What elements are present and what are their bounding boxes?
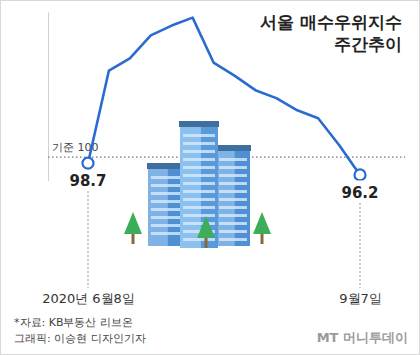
building-window <box>183 150 215 153</box>
tree-crown <box>197 216 215 238</box>
building-window <box>219 214 247 217</box>
building-body <box>180 126 218 248</box>
y-axis-line <box>48 13 49 182</box>
x-tick-line <box>360 203 361 288</box>
x-tick: 2020년 6월8일 <box>42 288 135 306</box>
point-marker <box>83 158 94 169</box>
building-roof <box>147 163 185 169</box>
building-window <box>219 174 247 177</box>
building-roof <box>215 145 251 151</box>
building-window <box>219 222 247 225</box>
building-window <box>183 158 215 161</box>
tree <box>124 212 142 244</box>
building-window <box>151 232 181 235</box>
building-window <box>183 190 215 193</box>
tree-crown <box>253 212 271 234</box>
building-window <box>183 174 215 177</box>
building-window <box>183 206 215 209</box>
x-tick: 9월7일 <box>339 288 382 306</box>
data-labels: 98.7 96.2 <box>69 172 378 202</box>
chart-svg: 서울 매수우위지수주간추이기준 10098.796.22020년 6월8일9월7… <box>0 0 420 355</box>
tree <box>197 216 215 248</box>
data-label: 98.7 <box>69 172 106 190</box>
building-body <box>148 168 184 246</box>
building-window <box>183 238 215 241</box>
building-window <box>219 238 247 241</box>
building-window <box>183 222 215 225</box>
building-window <box>151 184 181 187</box>
building-window <box>151 192 181 195</box>
building-window <box>219 206 247 209</box>
source: *자료: KB부동산 리브온 <box>14 316 133 329</box>
building-window <box>183 134 215 137</box>
plot-marks <box>83 18 366 181</box>
building-window <box>151 208 181 211</box>
building <box>179 121 219 248</box>
point-marker <box>355 169 366 180</box>
chart-root: 서울 매수우위지수주간추이기준 10098.796.22020년 6월8일9월7… <box>0 0 420 355</box>
building-window <box>151 216 181 219</box>
credit: 그래픽: 이승현 디자인기자 <box>14 332 146 345</box>
x-axis: 2020년 6월8일 9월7일 <box>42 288 382 306</box>
building-body <box>216 150 250 246</box>
building-roof <box>179 121 219 127</box>
watermark: MT 머니투데이 <box>317 330 408 345</box>
building <box>147 163 185 246</box>
building-window <box>183 142 215 145</box>
x-tick-label: 9월7일 <box>339 291 382 306</box>
tree-crown <box>124 212 142 234</box>
x-drop-lines <box>88 191 360 288</box>
building-window <box>219 190 247 193</box>
illustration <box>124 121 271 248</box>
building-window <box>151 176 181 179</box>
building-window <box>219 230 247 233</box>
building-window <box>183 182 215 185</box>
building-window <box>183 214 215 217</box>
title: 서울 매수우위지수 <box>260 12 402 32</box>
building-window <box>183 198 215 201</box>
building-window <box>219 158 247 161</box>
building-window <box>219 182 247 185</box>
building <box>215 145 251 246</box>
x-tick-label: 2020년 6월8일 <box>42 291 135 306</box>
building-window <box>219 198 247 201</box>
x-tick-line <box>88 191 89 288</box>
tree <box>253 212 271 244</box>
data-label: 96.2 <box>341 184 378 202</box>
building-window <box>183 166 215 169</box>
building-window <box>151 200 181 203</box>
frame <box>1 1 420 355</box>
building-window <box>219 166 247 169</box>
series-line <box>88 18 360 175</box>
subtitle: 주간추이 <box>334 34 402 54</box>
building-window <box>151 224 181 227</box>
